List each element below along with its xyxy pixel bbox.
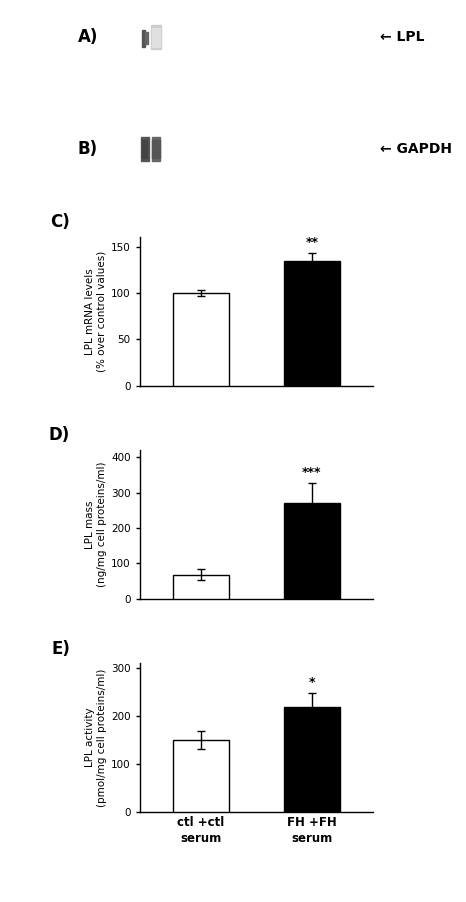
Bar	[142, 30, 145, 47]
Bar	[152, 137, 160, 161]
Text: E): E)	[51, 640, 70, 658]
Text: A): A)	[77, 28, 98, 46]
Bar	[152, 140, 160, 159]
Bar	[284, 707, 340, 812]
Text: C): C)	[50, 214, 70, 232]
Bar	[173, 293, 228, 386]
Bar	[284, 502, 340, 599]
Bar	[142, 140, 147, 159]
Bar	[152, 28, 160, 47]
Bar	[141, 137, 149, 161]
Text: ← LPL: ← LPL	[380, 30, 424, 44]
Text: ← GAPDH: ← GAPDH	[380, 142, 452, 156]
Bar	[173, 575, 228, 599]
Bar	[151, 25, 161, 49]
Text: *: *	[308, 676, 315, 689]
Text: B): B)	[78, 140, 98, 158]
Y-axis label: LPL mRNA levels
(% over control values): LPL mRNA levels (% over control values)	[85, 251, 107, 373]
Text: **: **	[305, 235, 318, 249]
Y-axis label: LPL mass
(ng/mg cell proteins/ml): LPL mass (ng/mg cell proteins/ml)	[85, 462, 107, 587]
Text: D): D)	[48, 427, 70, 445]
Y-axis label: LPL activity
(pmol/mg cell proteins/ml): LPL activity (pmol/mg cell proteins/ml)	[85, 668, 107, 806]
Bar	[145, 32, 148, 44]
Bar	[173, 740, 228, 812]
Bar	[284, 261, 340, 386]
Text: ***: ***	[302, 465, 322, 479]
